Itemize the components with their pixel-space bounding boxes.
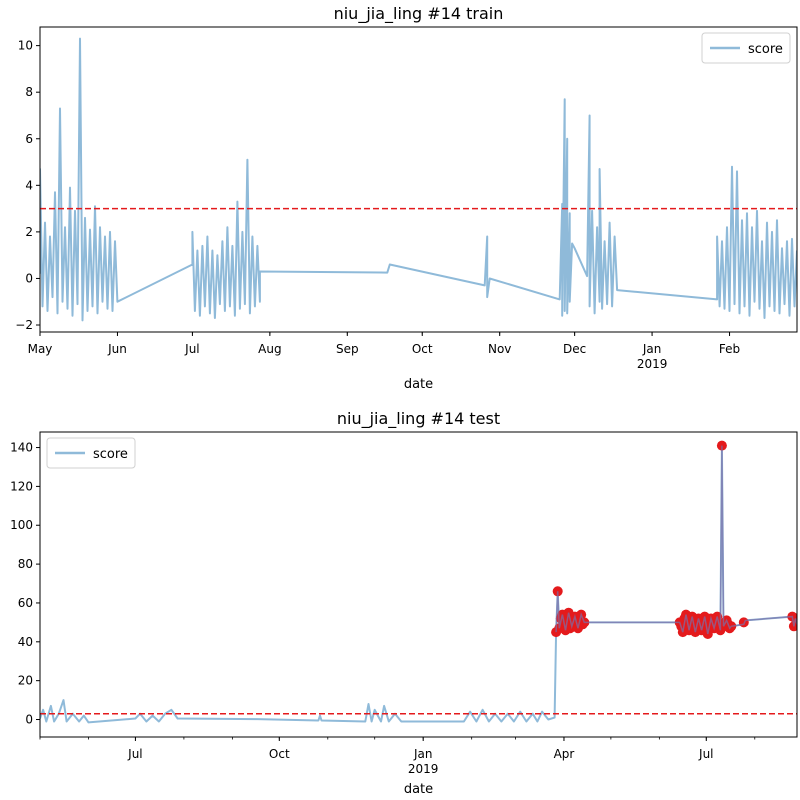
x-axis-label: date (404, 782, 433, 797)
legend: score (701, 32, 791, 64)
x-tick-label: Jul (698, 747, 713, 761)
series-overlay (555, 445, 797, 635)
legend: score (46, 437, 136, 469)
y-tick-label: 2 (25, 225, 33, 239)
y-tick-label: −2 (15, 318, 33, 332)
y-tick-label: 10 (18, 39, 33, 53)
legend-label: score (748, 42, 783, 57)
x-tick-label: Dec (563, 342, 586, 356)
x-axis-label: date (404, 377, 433, 392)
y-tick-label: 120 (10, 479, 33, 493)
x-tick-label: Oct (412, 342, 433, 356)
axes-frame (39, 431, 798, 738)
y-tick-label: 100 (10, 518, 33, 532)
x-tick-sublabel: 2019 (408, 762, 439, 776)
legend-box (46, 437, 136, 469)
x-tick-label: Apr (554, 747, 575, 761)
legend-label: score (93, 447, 128, 462)
chart-title: niu_jia_ling #14 test (337, 409, 500, 429)
y-tick-label: 40 (18, 635, 33, 649)
chart-title: niu_jia_ling #14 train (334, 4, 504, 24)
x-tick-label: Nov (488, 342, 511, 356)
x-tick-label: Jul (184, 342, 199, 356)
x-tick-sublabel: 2019 (637, 357, 668, 371)
x-tick-label: Aug (258, 342, 281, 356)
y-tick-label: 60 (18, 596, 33, 610)
y-tick-label: 0 (25, 271, 33, 285)
y-tick-label: 0 (25, 713, 33, 727)
anomaly-markers (551, 440, 797, 639)
legend-box (701, 32, 791, 64)
x-tick-label: May (28, 342, 53, 356)
y-tick-label: 20 (18, 674, 33, 688)
y-tick-label: 4 (25, 178, 33, 192)
series-line-score (40, 37, 797, 322)
x-tick-label: Jun (107, 342, 127, 356)
x-tick-label: Feb (719, 342, 740, 356)
x-tick-label: Sep (336, 342, 359, 356)
plot-area (40, 27, 797, 332)
y-tick-label: 80 (18, 557, 33, 571)
x-tick-label: Jul (127, 747, 142, 761)
axes-frame (39, 26, 798, 333)
x-tick-label: Jan (413, 747, 433, 761)
x-tick-label: Oct (269, 747, 290, 761)
plot-area (40, 432, 797, 737)
chart-1: −2 0 2 4 6 8 10 May Jun Jul Aug Sep Oct Nov Dec Jan2019… (15, 4, 798, 392)
y-tick-label: 6 (25, 132, 33, 146)
y-tick-label: 140 (10, 441, 33, 455)
y-tick-label: 8 (25, 85, 33, 99)
x-tick-label: Jan (642, 342, 662, 356)
